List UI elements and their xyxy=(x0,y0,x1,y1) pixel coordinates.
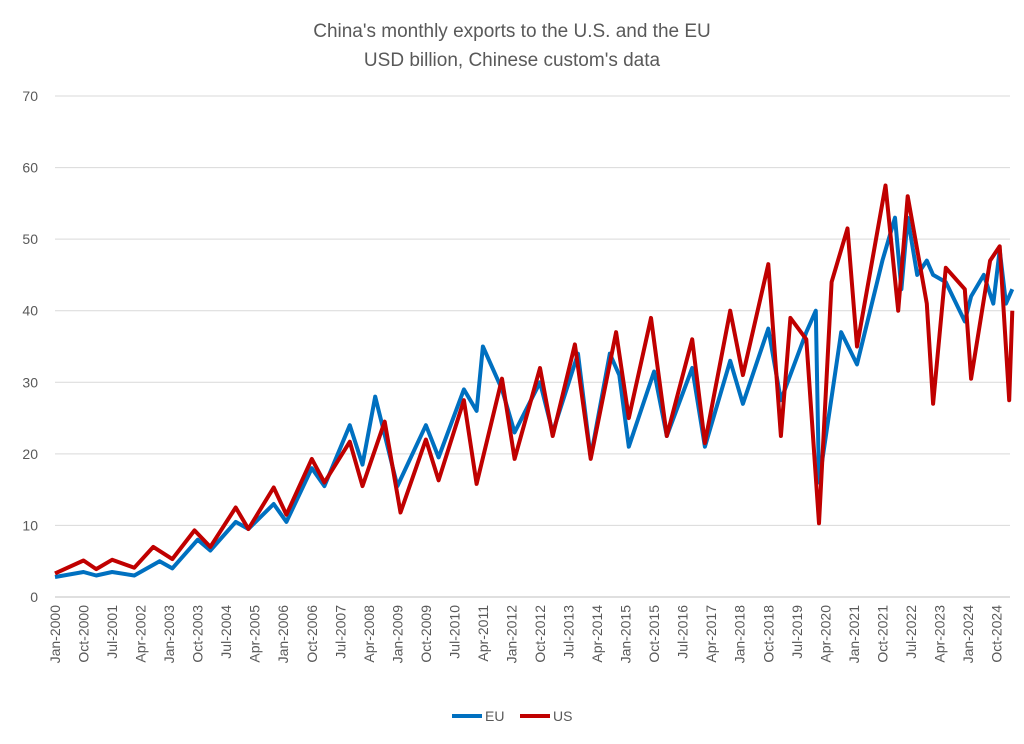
y-axis: 0 10 20 30 40 50 60 70 xyxy=(22,88,38,605)
x-tick-label: Oct-2024 xyxy=(988,605,1004,663)
x-tick-label: Apr-2017 xyxy=(703,605,719,663)
x-tick-label: Jul-2001 xyxy=(104,605,120,659)
x-tick-label: Jul-2007 xyxy=(332,605,348,659)
series-lines xyxy=(54,183,1015,579)
x-tick-label: Jan-2015 xyxy=(618,605,634,664)
gridlines xyxy=(55,95,1010,598)
x-tick-label: Apr-2005 xyxy=(247,605,263,663)
x-tick-label: Jan-2000 xyxy=(47,605,63,664)
y-tick-label: 50 xyxy=(22,231,38,247)
x-tick-label: Jan-2006 xyxy=(275,605,291,664)
series-line-us xyxy=(54,183,1015,576)
x-tick-label: Jan-2003 xyxy=(161,605,177,664)
x-tick-label: Apr-2008 xyxy=(361,605,377,663)
y-tick-label: 40 xyxy=(22,303,38,319)
x-tick-label: Oct-2006 xyxy=(304,605,320,663)
y-tick-label: 0 xyxy=(30,589,38,605)
x-tick-label: Jan-2021 xyxy=(846,605,862,664)
x-tick-label: Apr-2020 xyxy=(817,605,833,663)
x-tick-label: Jul-2019 xyxy=(789,605,805,659)
x-tick-label: Jul-2010 xyxy=(446,605,462,659)
x-tick-label: Apr-2023 xyxy=(931,605,947,663)
x-tick-label: Jul-2004 xyxy=(218,605,234,659)
x-tick-label: Oct-2009 xyxy=(418,605,434,663)
x-tick-label: Oct-2018 xyxy=(760,605,776,663)
chart-title: China's monthly exports to the U.S. and … xyxy=(313,21,711,42)
x-tick-label: Oct-2021 xyxy=(874,605,890,663)
y-tick-label: 20 xyxy=(22,446,38,462)
x-tick-label: Oct-2012 xyxy=(532,605,548,663)
x-tick-label: Apr-2002 xyxy=(133,605,149,663)
x-tick-label: Oct-2000 xyxy=(76,605,92,663)
y-tick-label: 70 xyxy=(22,88,38,104)
y-tick-label: 60 xyxy=(22,160,38,176)
x-tick-label: Jan-2012 xyxy=(503,605,519,664)
x-tick-label: Oct-2015 xyxy=(646,605,662,663)
x-axis: Jan-2000 Oct-2000 Jul-2001 Apr-2002 Jan-2003… xyxy=(47,605,1004,664)
y-tick-label: 30 xyxy=(22,374,38,390)
x-tick-label: Jul-2016 xyxy=(675,605,691,659)
x-tick-label: Jul-2013 xyxy=(561,605,577,659)
chart-subtitle: USD billion, Chinese custom's data xyxy=(364,50,661,71)
y-tick-label: 10 xyxy=(22,517,38,533)
x-tick-label: Jan-2009 xyxy=(389,605,405,664)
legend-label-us: US xyxy=(553,708,572,724)
x-tick-label: Apr-2014 xyxy=(589,605,605,663)
x-tick-label: Oct-2003 xyxy=(190,605,206,663)
x-tick-label: Jul-2022 xyxy=(903,605,919,659)
legend: EU US xyxy=(452,708,572,724)
x-tick-label: Apr-2011 xyxy=(475,605,491,662)
x-tick-label: Jan-2018 xyxy=(732,605,748,664)
legend-label-eu: EU xyxy=(485,708,504,724)
x-tick-label: Jan-2024 xyxy=(960,605,976,664)
